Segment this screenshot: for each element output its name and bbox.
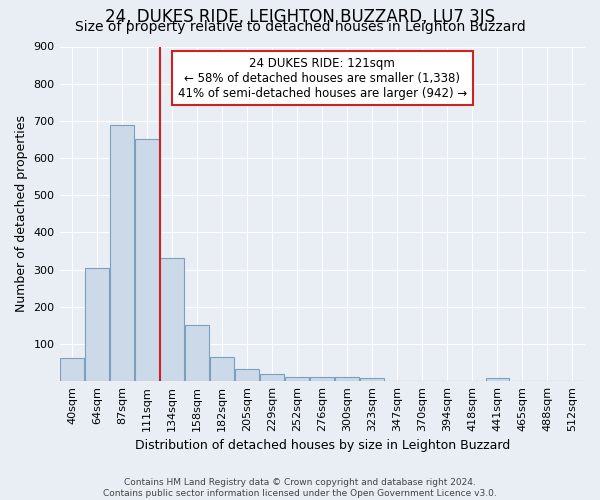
Bar [235, 369, 259, 381]
Bar [160, 258, 184, 381]
Bar [210, 357, 234, 381]
Bar [485, 378, 509, 381]
Bar [310, 378, 334, 381]
Bar [110, 126, 134, 381]
Bar [286, 376, 309, 381]
Text: 24 DUKES RIDE: 121sqm
← 58% of detached houses are smaller (1,338)
41% of semi-d: 24 DUKES RIDE: 121sqm ← 58% of detached … [178, 56, 467, 100]
X-axis label: Distribution of detached houses by size in Leighton Buzzard: Distribution of detached houses by size … [134, 440, 510, 452]
Bar [260, 374, 284, 381]
Bar [60, 358, 84, 381]
Bar [85, 268, 109, 381]
Bar [361, 378, 384, 381]
Bar [185, 326, 209, 381]
Text: Contains HM Land Registry data © Crown copyright and database right 2024.
Contai: Contains HM Land Registry data © Crown c… [103, 478, 497, 498]
Bar [135, 138, 159, 381]
Bar [335, 378, 359, 381]
Y-axis label: Number of detached properties: Number of detached properties [15, 116, 28, 312]
Text: Size of property relative to detached houses in Leighton Buzzard: Size of property relative to detached ho… [74, 20, 526, 34]
Text: 24, DUKES RIDE, LEIGHTON BUZZARD, LU7 3JS: 24, DUKES RIDE, LEIGHTON BUZZARD, LU7 3J… [105, 8, 495, 26]
